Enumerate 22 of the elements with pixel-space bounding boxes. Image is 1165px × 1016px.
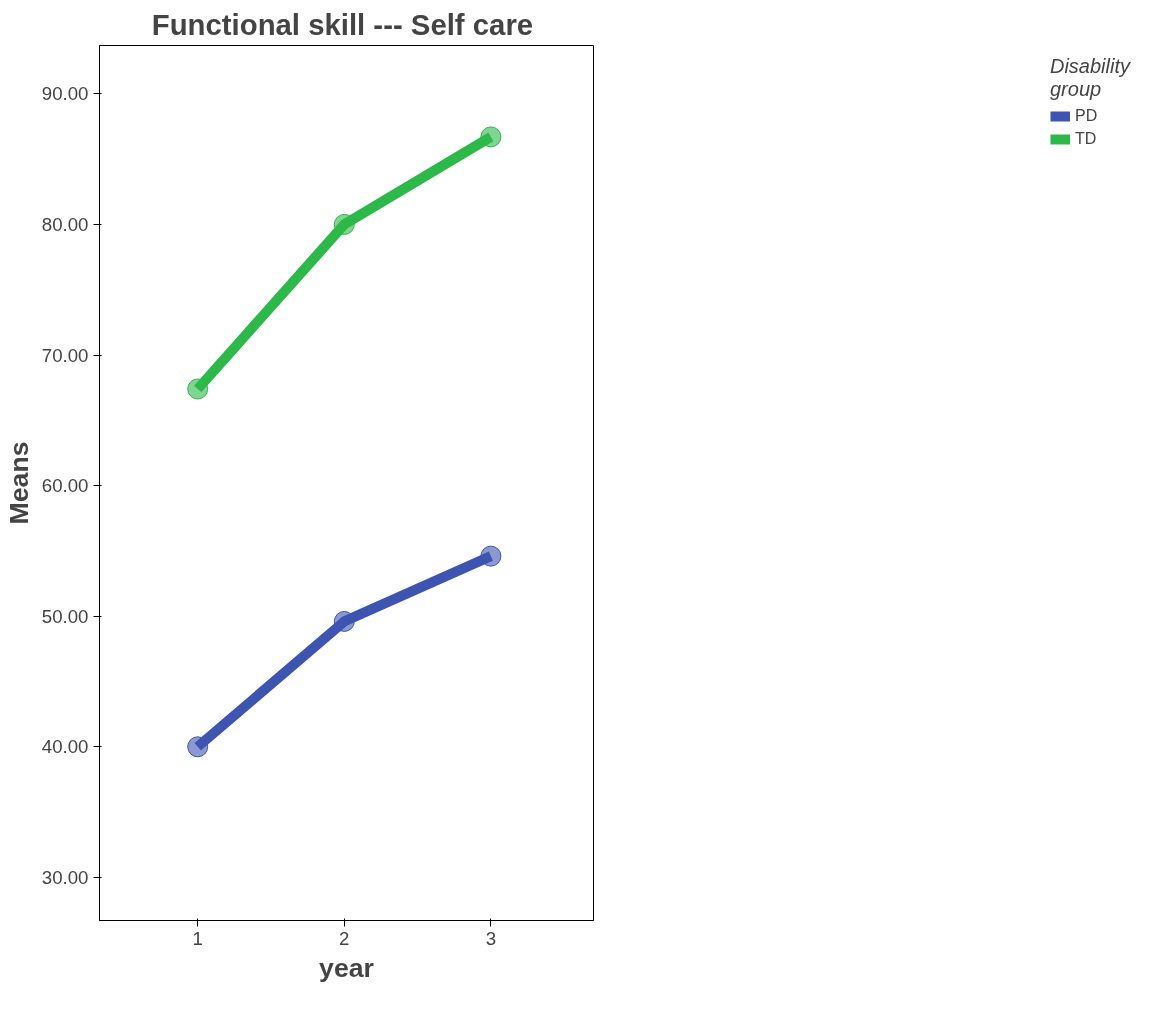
y-axis-title: Means — [3, 441, 34, 525]
point — [187, 378, 209, 400]
point — [333, 610, 355, 632]
point — [480, 126, 502, 148]
x-axis-title: year — [319, 952, 374, 983]
chart-title: Functional skill --- Self care — [151, 7, 534, 41]
legend-label: TD — [1074, 130, 1097, 148]
x-tick-label: 1 — [192, 927, 203, 949]
y-tick-label: 80.00 — [41, 213, 89, 235]
y-tick-label: 30.00 — [41, 866, 89, 888]
y-tick-label: 90.00 — [41, 83, 89, 105]
point — [480, 545, 502, 567]
point — [187, 736, 209, 758]
y-tick-label: 50.00 — [41, 605, 89, 627]
y-tick-label: 70.00 — [41, 344, 89, 366]
y-tick-label: 40.00 — [41, 736, 89, 758]
x-tick-label: 2 — [339, 927, 350, 949]
point — [333, 213, 355, 235]
legend-title: Disability group — [1049, 55, 1130, 101]
x-tick-label: 3 — [485, 927, 497, 949]
y-tick-label: 60.00 — [41, 475, 89, 497]
legend-label: PD — [1074, 107, 1098, 125]
